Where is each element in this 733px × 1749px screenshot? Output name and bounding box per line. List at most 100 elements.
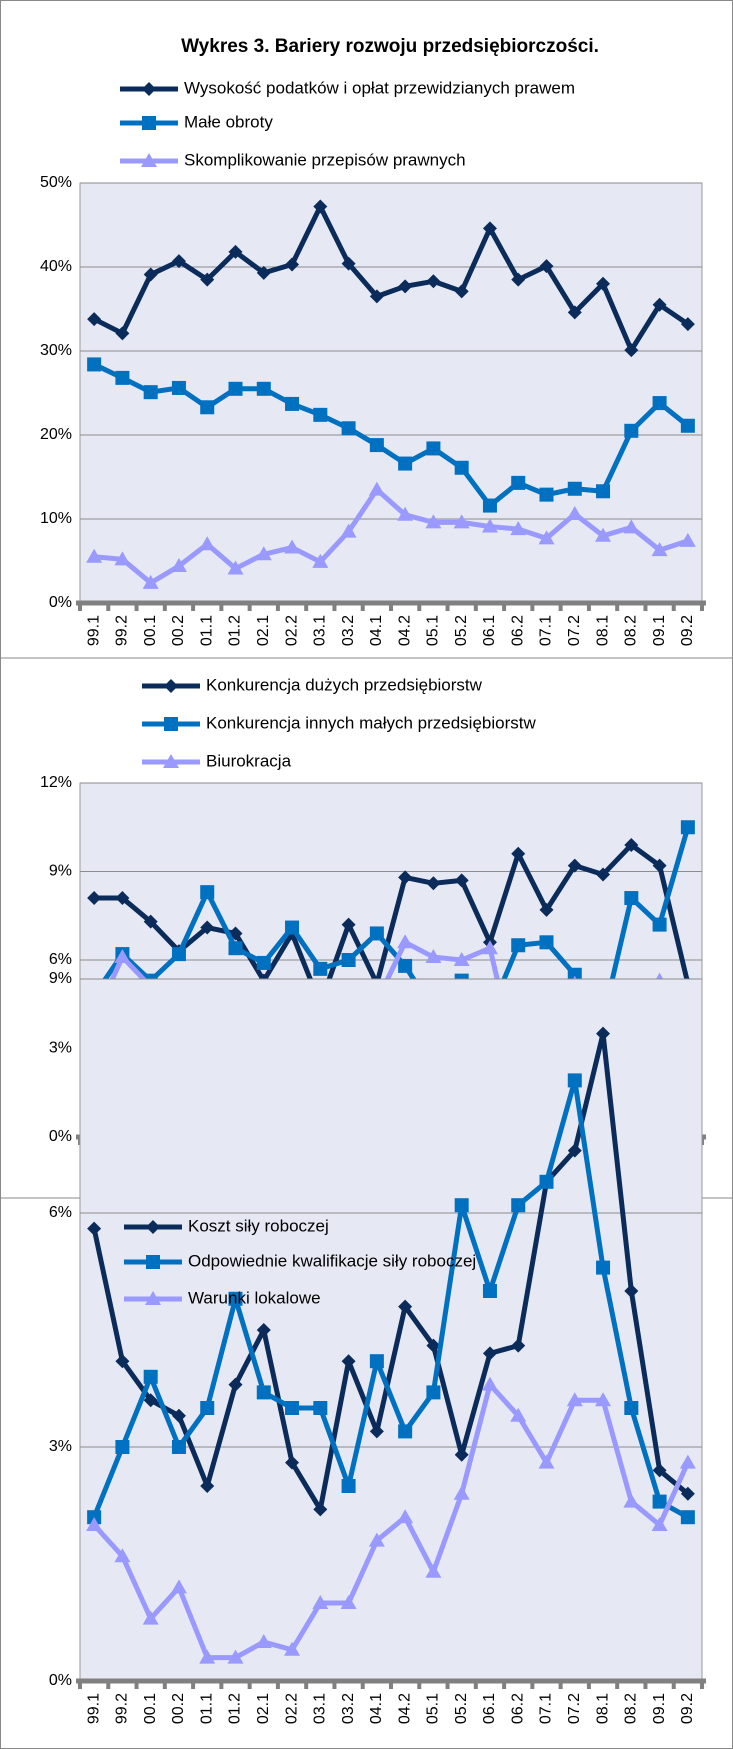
marker <box>652 858 667 873</box>
marker <box>454 873 469 888</box>
marker <box>511 475 526 490</box>
marker <box>425 514 442 529</box>
x-tick-label: 05.2 <box>453 615 470 646</box>
x-tick-label: 09.2 <box>679 615 696 646</box>
marker <box>87 312 102 327</box>
marker <box>481 1376 498 1391</box>
legend-marker <box>146 1220 160 1234</box>
marker <box>341 1354 356 1369</box>
x-tick-label: 07.2 <box>566 1693 583 1724</box>
marker <box>255 1634 272 1648</box>
marker <box>425 949 442 964</box>
marker <box>200 400 215 415</box>
marker <box>595 527 612 542</box>
marker <box>285 1401 300 1415</box>
x-tick-label: 09.1 <box>651 615 668 646</box>
x-tick-label: 07.1 <box>538 615 555 646</box>
marker <box>114 551 131 566</box>
marker <box>596 867 611 882</box>
y-tick-label: 40% <box>40 258 72 275</box>
marker <box>170 558 187 573</box>
marker <box>651 1517 668 1531</box>
marker <box>426 274 441 289</box>
marker <box>425 1563 442 1578</box>
marker <box>539 1174 554 1189</box>
x-tick-label: 01.2 <box>227 615 244 646</box>
x-tick-label: 00.2 <box>170 1693 187 1724</box>
marker <box>511 1198 526 1213</box>
x-tick-label: 06.2 <box>509 615 526 646</box>
marker <box>143 1393 158 1408</box>
x-tick-label: 05.1 <box>425 1693 442 1724</box>
legend-label: Małe obroty <box>184 112 273 131</box>
marker <box>200 1401 215 1415</box>
marker <box>680 1510 695 1525</box>
y-tick-label: 30% <box>40 342 72 359</box>
legend-label: Skomplikowanie przepisów prawnych <box>184 150 466 169</box>
marker <box>426 1385 441 1400</box>
legend-label: Konkurencja innych małych przedsiębiorst… <box>206 713 536 732</box>
marker <box>340 1595 357 1609</box>
marker <box>426 441 441 456</box>
marker <box>679 532 696 547</box>
marker <box>255 546 272 561</box>
marker <box>397 1509 414 1524</box>
x-tick-label: 05.1 <box>425 615 442 646</box>
marker <box>87 891 102 906</box>
marker <box>227 560 244 575</box>
marker <box>284 539 301 554</box>
marker <box>256 1323 271 1337</box>
marker <box>256 1385 271 1400</box>
marker <box>652 396 667 411</box>
marker <box>652 297 667 312</box>
marker <box>595 1392 612 1407</box>
series-line <box>91 1077 690 1520</box>
marker <box>566 1392 583 1407</box>
marker <box>596 484 611 499</box>
x-tick-label: 00.2 <box>170 615 187 646</box>
marker <box>115 370 130 385</box>
legend-label: Koszt siły roboczej <box>188 1216 329 1235</box>
marker <box>539 935 554 950</box>
marker <box>539 902 554 917</box>
x-tick-label: 04.2 <box>396 615 413 646</box>
y-tick-label: 0% <box>49 594 72 611</box>
x-tick-label: 05.2 <box>453 1693 470 1724</box>
marker <box>369 289 384 304</box>
marker <box>285 396 300 411</box>
y-tick-label: 12% <box>40 774 72 791</box>
marker <box>369 1424 384 1439</box>
legend-marker <box>146 1255 160 1269</box>
marker <box>624 1284 639 1298</box>
legend-marker <box>141 153 157 167</box>
marker <box>398 456 413 471</box>
marker <box>482 221 497 236</box>
marker <box>312 1595 329 1609</box>
marker <box>313 1502 328 1517</box>
x-tick-label: 09.2 <box>679 1693 696 1724</box>
marker <box>341 917 356 932</box>
marker <box>313 199 328 214</box>
marker <box>652 1463 667 1478</box>
marker <box>567 858 582 873</box>
x-tick-label: 04.1 <box>368 615 385 646</box>
y-tick-label: 6% <box>49 1204 72 1221</box>
x-tick-label: 06.2 <box>509 1693 526 1724</box>
marker <box>510 521 527 536</box>
marker <box>453 1485 470 1500</box>
marker <box>341 953 356 967</box>
series-line <box>93 487 689 586</box>
x-tick-label: 08.2 <box>623 615 640 646</box>
marker <box>624 891 639 906</box>
marker <box>143 1369 158 1384</box>
legend-label: Wysokość podatków i opłat przewidzianych… <box>184 78 575 97</box>
legend-marker <box>164 679 178 693</box>
marker <box>454 460 469 475</box>
marker <box>114 949 131 964</box>
marker <box>115 1354 130 1369</box>
x-tick-label: 02.1 <box>255 615 272 646</box>
y-tick-label: 3% <box>49 1040 72 1057</box>
marker <box>284 1641 301 1656</box>
legend-marker <box>164 717 178 731</box>
